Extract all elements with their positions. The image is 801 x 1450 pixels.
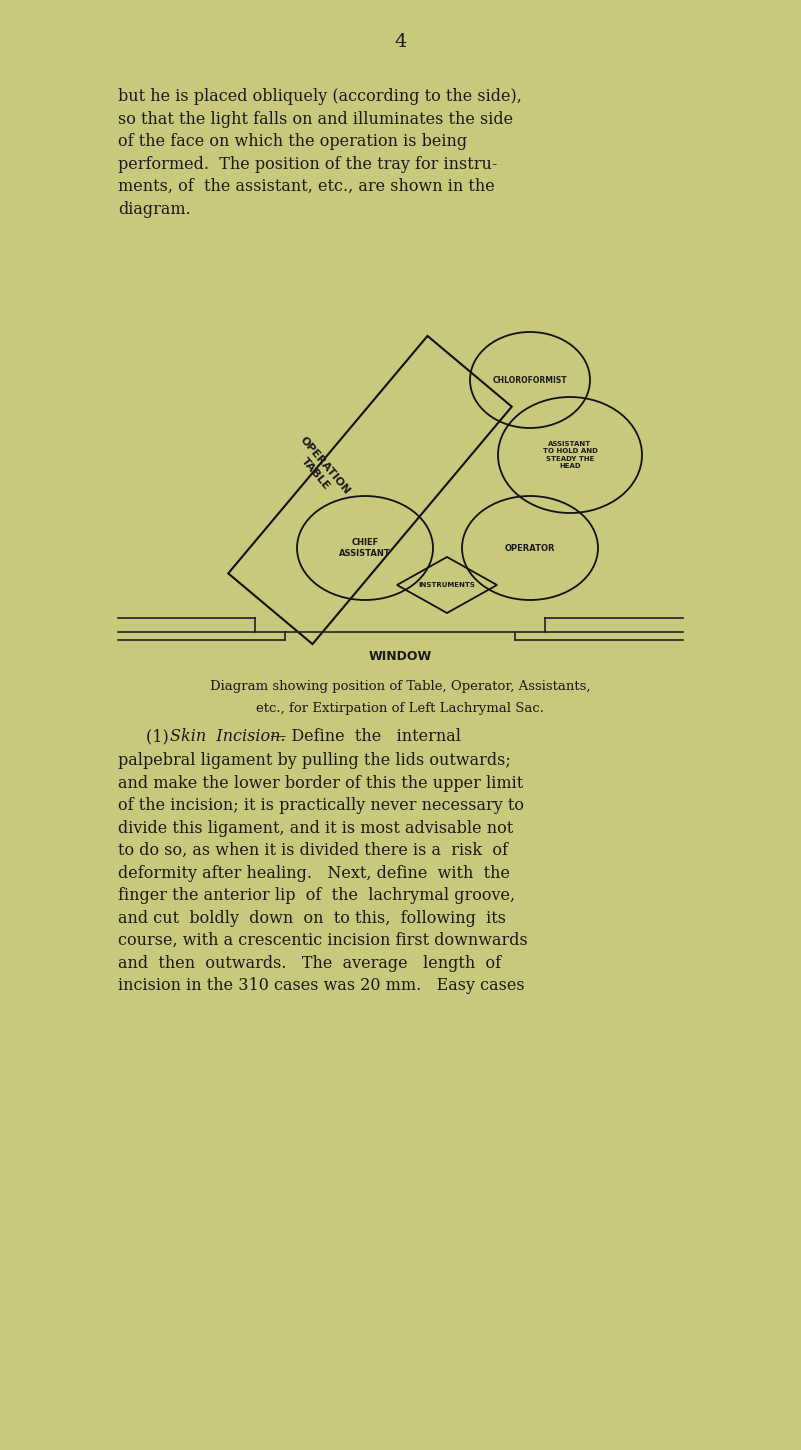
Text: and make the lower border of this the upper limit: and make the lower border of this the up… <box>118 774 523 792</box>
Text: INSTRUMENTS: INSTRUMENTS <box>419 581 476 589</box>
Text: and cut  boldly  down  on  to this,  following  its: and cut boldly down on to this, followin… <box>118 909 506 927</box>
Text: etc., for Extirpation of Left Lachrymal Sac.: etc., for Extirpation of Left Lachrymal … <box>256 702 545 715</box>
Text: (1): (1) <box>146 728 174 745</box>
Text: CHLOROFORMIST: CHLOROFORMIST <box>493 376 567 384</box>
Text: deformity after healing.   Next, define  with  the: deformity after healing. Next, define wi… <box>118 864 510 882</box>
Text: Skin  Incision.: Skin Incision. <box>170 728 285 745</box>
Text: WINDOW: WINDOW <box>369 650 432 663</box>
Text: of the face on which the operation is being: of the face on which the operation is be… <box>118 133 467 149</box>
Text: but he is placed obliquely (according to the side),: but he is placed obliquely (according to… <box>118 88 522 104</box>
Text: incision in the 310 cases was 20 mm.   Easy cases: incision in the 310 cases was 20 mm. Eas… <box>118 977 525 995</box>
Text: 4: 4 <box>394 33 407 51</box>
Text: course, with a crescentic incision first downwards: course, with a crescentic incision first… <box>118 932 528 948</box>
Text: to do so, as when it is divided there is a  risk  of: to do so, as when it is divided there is… <box>118 842 508 858</box>
Text: Diagram showing position of Table, Operator, Assistants,: Diagram showing position of Table, Opera… <box>210 680 591 693</box>
Text: divide this ligament, and it is most advisable not: divide this ligament, and it is most adv… <box>118 819 513 837</box>
Text: ments, of  the assistant, etc., are shown in the: ments, of the assistant, etc., are shown… <box>118 178 495 194</box>
Text: CHIEF
ASSISTANT: CHIEF ASSISTANT <box>339 538 391 558</box>
Text: performed.  The position of the tray for instru-: performed. The position of the tray for … <box>118 155 497 173</box>
Text: and  then  outwards.   The  average   length  of: and then outwards. The average length of <box>118 954 501 972</box>
Text: finger the anterior lip  of  the  lachrymal groove,: finger the anterior lip of the lachrymal… <box>118 887 515 903</box>
Text: palpebral ligament by pulling the lids outwards;: palpebral ligament by pulling the lids o… <box>118 753 511 769</box>
Text: diagram.: diagram. <box>118 200 191 218</box>
Text: OPERATOR: OPERATOR <box>505 544 555 552</box>
Text: — Define  the   internal: — Define the internal <box>265 728 461 745</box>
Text: so that the light falls on and illuminates the side: so that the light falls on and illuminat… <box>118 110 513 128</box>
Text: of the incision; it is practically never necessary to: of the incision; it is practically never… <box>118 798 524 813</box>
Text: ASSISTANT
TO HOLD AND
STEADY THE
HEAD: ASSISTANT TO HOLD AND STEADY THE HEAD <box>542 441 598 468</box>
Text: OPERATION
TABLE: OPERATION TABLE <box>288 435 352 505</box>
